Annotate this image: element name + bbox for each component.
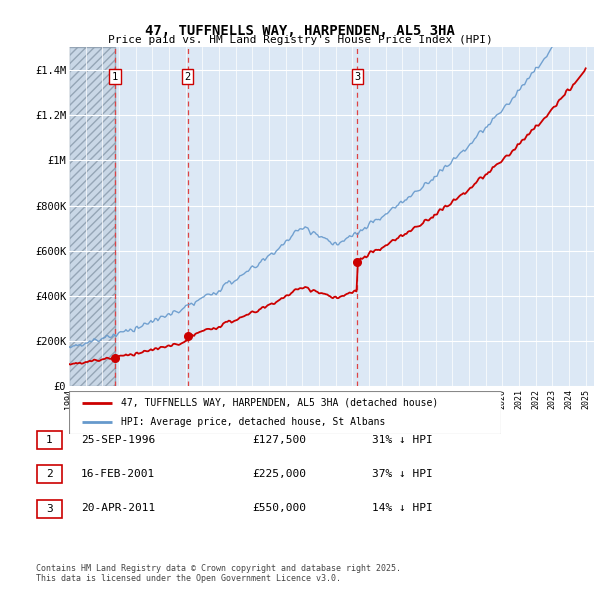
Text: 20-APR-2011: 20-APR-2011 (81, 503, 155, 513)
Bar (69, 47, 115, 386)
Text: 3: 3 (46, 504, 53, 513)
Text: £127,500: £127,500 (252, 435, 306, 444)
Bar (69, 47, 115, 386)
Text: 14% ↓ HPI: 14% ↓ HPI (372, 503, 433, 513)
Text: 2: 2 (185, 71, 191, 81)
Text: 16-FEB-2001: 16-FEB-2001 (81, 469, 155, 478)
Text: 47, TUFFNELLS WAY, HARPENDEN, AL5 3HA: 47, TUFFNELLS WAY, HARPENDEN, AL5 3HA (145, 24, 455, 38)
Text: 3: 3 (354, 71, 361, 81)
Text: 31% ↓ HPI: 31% ↓ HPI (372, 435, 433, 444)
Text: £550,000: £550,000 (252, 503, 306, 513)
Text: Price paid vs. HM Land Registry's House Price Index (HPI): Price paid vs. HM Land Registry's House … (107, 35, 493, 45)
Text: £225,000: £225,000 (252, 469, 306, 478)
Text: 47, TUFFNELLS WAY, HARPENDEN, AL5 3HA (detached house): 47, TUFFNELLS WAY, HARPENDEN, AL5 3HA (d… (121, 398, 438, 408)
Text: 37% ↓ HPI: 37% ↓ HPI (372, 469, 433, 478)
Text: 1: 1 (46, 435, 53, 445)
Text: 2: 2 (46, 470, 53, 479)
Text: 25-SEP-1996: 25-SEP-1996 (81, 435, 155, 444)
Text: HPI: Average price, detached house, St Albans: HPI: Average price, detached house, St A… (121, 417, 385, 427)
Text: 1: 1 (112, 71, 118, 81)
Text: Contains HM Land Registry data © Crown copyright and database right 2025.
This d: Contains HM Land Registry data © Crown c… (36, 563, 401, 583)
